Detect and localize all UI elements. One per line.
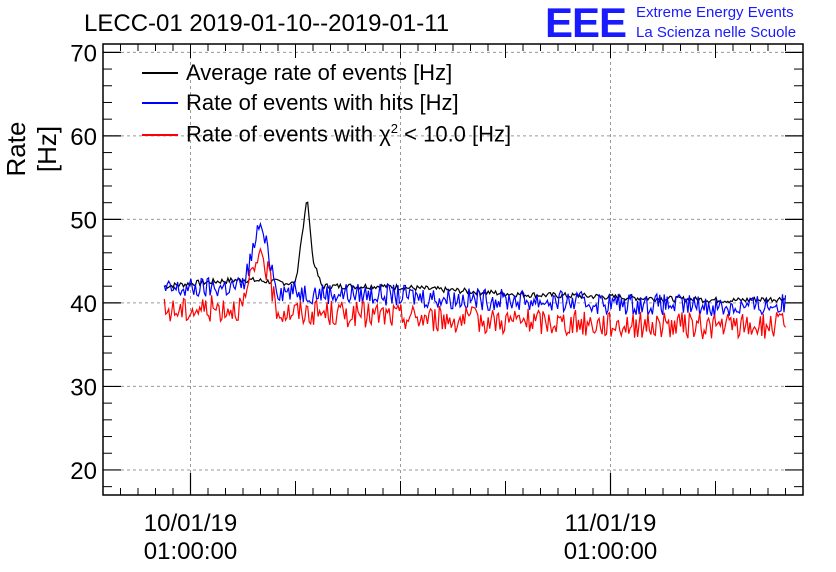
x-tick-label-time: 01:00:00: [564, 538, 657, 565]
series-line-average: [164, 201, 786, 304]
y-tick-label: 20: [70, 458, 97, 485]
x-tick-label-date: 11/01/19: [565, 510, 657, 537]
x-tick-label-date: 10/01/19: [144, 510, 237, 537]
eee-logo: EEE: [545, 0, 627, 46]
chart-title: LECC-01 2019-01-10--2019-01-11: [84, 10, 450, 37]
legend-swatch-chi2: [142, 134, 178, 136]
chi-exponent: 2: [390, 121, 399, 136]
logo-text-line1: Extreme Energy Events: [636, 4, 794, 21]
y-tick-label: 60: [70, 124, 97, 151]
chi-symbol: χ: [379, 121, 391, 147]
legend-label-hits: Rate of events with hits [Hz]: [186, 90, 459, 115]
legend-label-chi2: Rate of events with χ2 < 10.0 [Hz]: [186, 121, 511, 147]
legend-label-average: Average rate of events [Hz]: [186, 60, 453, 85]
x-tick-label-time: 01:00:00: [144, 538, 237, 565]
legend-swatch-average: [142, 72, 178, 74]
y-tick-label: 70: [70, 40, 97, 67]
y-tick-label: 50: [70, 207, 97, 234]
series-layer: [163, 201, 787, 340]
y-tick-label: 40: [70, 291, 97, 318]
legend-label-chi2-suffix: < 10.0 [Hz]: [398, 121, 512, 147]
y-axis-label: Rate [Hz]: [1, 121, 62, 177]
series-line-chi2: [163, 247, 786, 340]
legend-label-chi2-text: Rate of events with: [186, 121, 374, 147]
axis-layer: 20304050607010/01/1901:00:0011/01/1901:0…: [70, 40, 804, 565]
series-line-hits: [163, 221, 787, 318]
logo-text-line2: La Scienza nelle Scuole: [636, 24, 797, 41]
y-tick-label: 30: [70, 374, 97, 401]
legend-swatch-hits: [142, 102, 178, 104]
